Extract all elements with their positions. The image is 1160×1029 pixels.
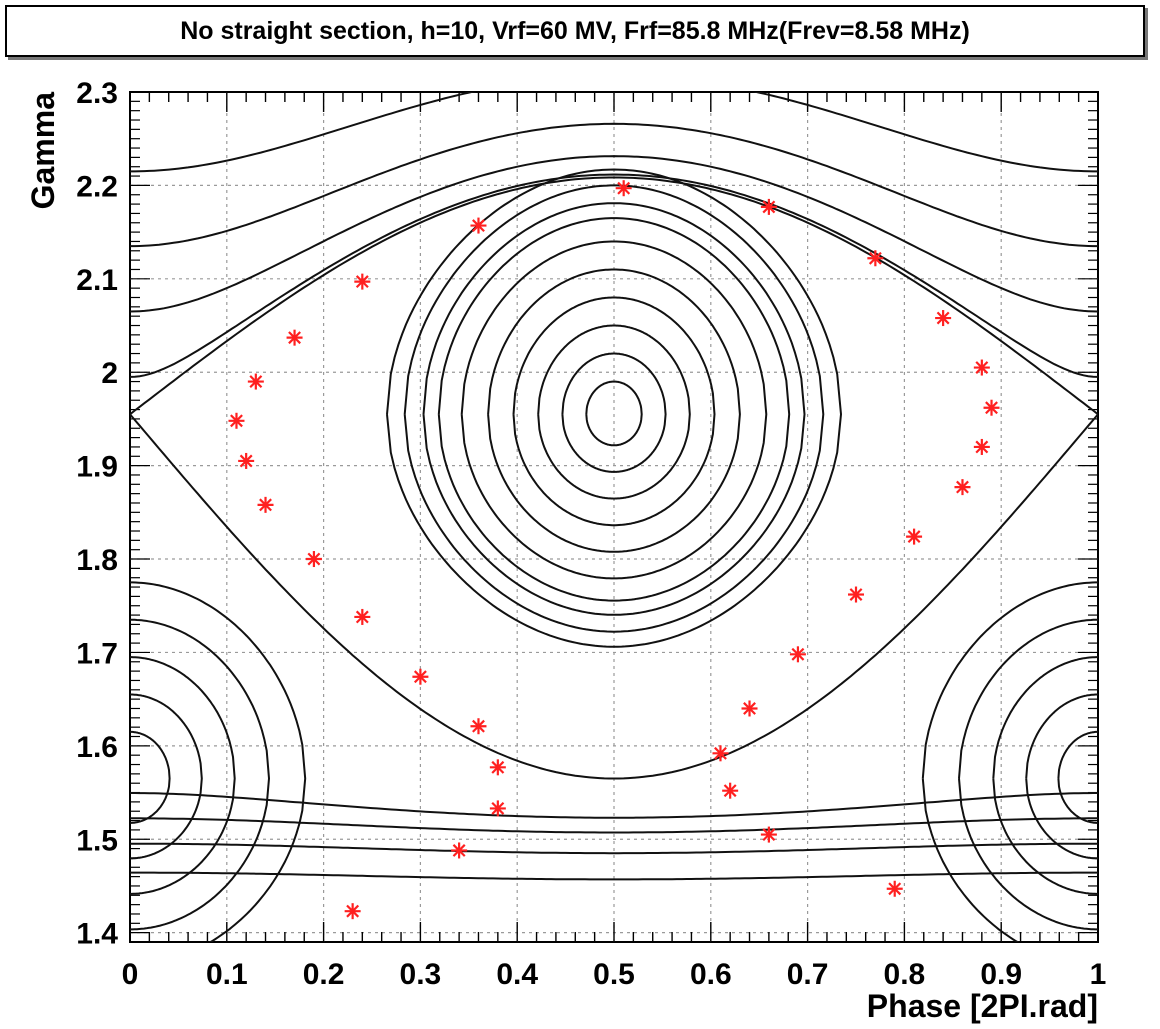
- x-tick-label: 0.4: [496, 958, 538, 991]
- data-point: [741, 700, 758, 717]
- tracked-orbit: [403, 184, 825, 633]
- orbit-curves: [130, 92, 1098, 942]
- data-point: [712, 745, 729, 762]
- data-point: [886, 880, 903, 897]
- y-tick-label: 2.2: [76, 170, 118, 203]
- y-axis-label: Gamma: [25, 92, 61, 210]
- orbit-lower-right: [1057, 730, 1098, 824]
- data-point: [354, 273, 371, 290]
- x-tick-labels: 0 0.1 0.2 0.3 0.4 0.5 0.6 0.7 0.8 0.9 1: [122, 958, 1107, 991]
- orbit-upper-bucket: [422, 202, 806, 616]
- minor-ticks: [129, 91, 1099, 942]
- x-tick-label: 1: [1090, 958, 1107, 991]
- data-point: [983, 399, 1000, 416]
- data-point: [238, 452, 255, 469]
- open-orbit-bottom: [130, 817, 1098, 834]
- data-point: [451, 842, 468, 859]
- orbit-upper-bucket: [561, 352, 667, 473]
- y-tick-label: 1.9: [76, 451, 118, 484]
- open-orbit-top: [130, 122, 1098, 248]
- y-tick-label: 2.3: [76, 77, 118, 110]
- data-point: [286, 329, 303, 346]
- y-tick-label: 1.6: [76, 731, 118, 764]
- orbit-lower-left: [130, 656, 236, 895]
- orbit-upper-bucket: [437, 217, 791, 602]
- data-point: [247, 373, 264, 390]
- data-point: [257, 496, 274, 513]
- data-point: [228, 412, 245, 429]
- data-point: [489, 800, 506, 817]
- data-point: [354, 608, 371, 625]
- open-orbit-top: [130, 173, 1098, 378]
- x-tick-label: 0: [122, 958, 139, 991]
- data-point: [954, 479, 971, 496]
- data-point: [615, 180, 632, 197]
- orbit-lower-right: [992, 656, 1098, 895]
- data-point: [906, 528, 923, 545]
- y-tick-label: 1.7: [76, 637, 118, 670]
- orbit-lower-left: [130, 730, 171, 824]
- x-tick-label: 0.6: [690, 958, 732, 991]
- x-tick-label: 0.8: [884, 958, 926, 991]
- tracked-orbit: [386, 168, 843, 648]
- data-point: [412, 668, 429, 685]
- x-tick-label: 0.2: [303, 958, 345, 991]
- y-tick-labels: 1.4 1.5 1.6 1.7 1.8 1.9 2 2.1 2.2 2.3: [76, 77, 118, 951]
- open-orbit-top: [130, 155, 1098, 313]
- orbit-lower-left: [130, 693, 203, 860]
- data-point: [760, 826, 777, 843]
- orbit-lower-right: [1025, 693, 1098, 860]
- x-tick-label: 0.1: [206, 958, 248, 991]
- data-point: [973, 359, 990, 376]
- orbit-lower-right: [958, 618, 1098, 931]
- orbit-upper-bucket: [487, 268, 741, 553]
- x-axis-label: Phase [2PI.rad]: [867, 988, 1098, 1024]
- data-point: [973, 438, 990, 455]
- data-point: [760, 198, 777, 215]
- orbit-upper-bucket: [460, 240, 768, 580]
- y-tick-label: 1.4: [76, 918, 118, 951]
- y-tick-label: 1.5: [76, 824, 118, 857]
- open-orbit-bottom: [130, 871, 1098, 881]
- data-point: [722, 782, 739, 799]
- x-tick-label: 0.5: [593, 958, 635, 991]
- chart-title: No straight section, h=10, Vrf=60 MV, Fr…: [5, 5, 1145, 57]
- data-point: [935, 310, 952, 327]
- separatrix: [130, 176, 1098, 416]
- open-orbit-bottom: [130, 842, 1098, 855]
- data-point: [344, 903, 361, 920]
- y-tick-label: 1.8: [76, 544, 118, 577]
- open-orbit-top: [130, 92, 1098, 173]
- x-tick-label: 0.9: [980, 958, 1022, 991]
- data-point: [470, 217, 487, 234]
- y-tick-label: 2: [101, 357, 118, 390]
- data-point: [867, 250, 884, 267]
- orbit-lower-left: [130, 618, 271, 931]
- data-point: [489, 759, 506, 776]
- orbit-upper-bucket: [585, 380, 643, 447]
- x-tick-label: 0.3: [400, 958, 442, 991]
- y-tick-label: 2.1: [76, 264, 118, 297]
- orbit-upper-bucket: [537, 324, 691, 500]
- data-point: [848, 586, 864, 603]
- orbit-lower-left: [130, 581, 307, 942]
- tracked-particle-markers: [228, 180, 1000, 920]
- x-tick-label: 0.7: [787, 958, 829, 991]
- data-point: [789, 646, 806, 663]
- orbit-upper-bucket: [512, 296, 716, 527]
- data-point: [305, 551, 322, 568]
- open-orbit-bottom: [130, 792, 1098, 819]
- separatrix: [130, 413, 1098, 780]
- orbit-lower-right: [921, 581, 1098, 942]
- data-point: [470, 718, 487, 735]
